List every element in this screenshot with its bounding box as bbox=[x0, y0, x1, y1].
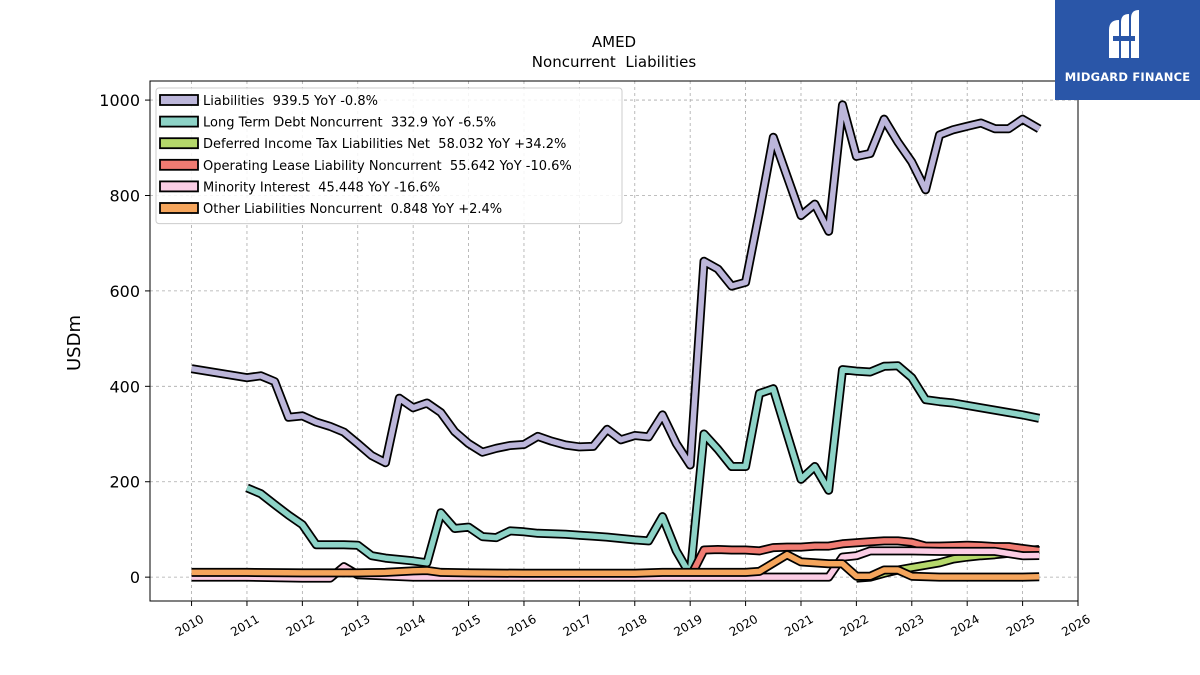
legend-entry: Operating Lease Liability Noncurrent 55.… bbox=[159, 158, 572, 174]
series-long-term-debt-noncurrent bbox=[245, 361, 1041, 580]
series-other-liabilities-noncurrent bbox=[191, 550, 1040, 582]
chart-title: AMED bbox=[592, 33, 636, 51]
x-tick-label: 2013 bbox=[339, 612, 372, 639]
y-tick-label: 400 bbox=[109, 377, 140, 396]
x-tick-label: 2025 bbox=[1004, 612, 1037, 639]
x-tick-label: 2024 bbox=[948, 612, 981, 639]
x-tick-label: 2012 bbox=[284, 612, 317, 639]
legend-entry: Deferred Income Tax Liabilities Net 58.0… bbox=[159, 137, 566, 152]
y-axis-label: USDm bbox=[64, 315, 85, 371]
y-tick-label: 0 bbox=[130, 568, 140, 587]
y-tick-label: 800 bbox=[109, 186, 140, 205]
brand-name: MIDGARD FINANCE bbox=[1064, 70, 1191, 84]
legend-entry: Long Term Debt Noncurrent 332.9 YoY -6.5… bbox=[159, 115, 496, 131]
legend-swatch bbox=[159, 137, 199, 150]
chart-subtitle: Noncurrent Liabilities bbox=[532, 53, 697, 71]
x-tick-label: 2023 bbox=[893, 612, 926, 639]
legend-frame bbox=[155, 87, 623, 225]
x-tick-label: 2018 bbox=[616, 612, 649, 639]
series-line bbox=[191, 551, 1040, 580]
series-line bbox=[687, 538, 1040, 579]
series-lines bbox=[190, 100, 1042, 583]
legend-swatch bbox=[159, 115, 199, 128]
legend-label: Minority Interest 45.448 YoY -16.6% bbox=[203, 180, 440, 195]
x-tick-label: 2019 bbox=[671, 612, 704, 639]
x-tick-label: 2021 bbox=[782, 612, 815, 639]
midgard-logo-icon bbox=[1109, 10, 1139, 58]
legend-swatch bbox=[159, 202, 199, 214]
x-tick-label: 2014 bbox=[394, 612, 427, 639]
x-tick-label: 2026 bbox=[1059, 612, 1092, 639]
legend-label: Deferred Income Tax Liabilities Net 58.0… bbox=[203, 137, 566, 152]
x-tick-label: 2017 bbox=[561, 612, 594, 639]
legend: Liabilities 939.5 YoY -0.8% Long Term Deb… bbox=[155, 87, 623, 225]
series-line bbox=[191, 102, 1041, 468]
x-tick-label: 2016 bbox=[505, 612, 538, 639]
brand-logo: MIDGARD FINANCE bbox=[1055, 0, 1200, 100]
legend-label: Operating Lease Liability Noncurrent 55.… bbox=[203, 159, 572, 174]
series-operating-lease-liability-noncurrent bbox=[686, 536, 1040, 580]
legend-label: Other Liabilities Noncurrent 0.848 YoY +… bbox=[203, 202, 502, 217]
legend-entry: Liabilities 939.5 YoY -0.8% bbox=[159, 94, 378, 109]
legend-label: Long Term Debt Noncurrent 332.9 YoY -6.5… bbox=[203, 116, 496, 131]
y-tick-label: 1000 bbox=[99, 91, 140, 110]
y-tick-label: 200 bbox=[109, 473, 140, 492]
legend-swatch bbox=[159, 158, 199, 171]
x-tick-label: 2015 bbox=[450, 612, 483, 639]
legend-swatch bbox=[159, 94, 199, 106]
x-tick-label: 2010 bbox=[173, 612, 206, 639]
x-tick-label: 2020 bbox=[727, 612, 760, 639]
legend-entry: Other Liabilities Noncurrent 0.848 YoY +… bbox=[159, 202, 502, 217]
legend-swatch bbox=[159, 180, 199, 193]
y-tick-label: 600 bbox=[109, 282, 140, 301]
series-liabilities bbox=[190, 100, 1042, 470]
x-tick-label: 2022 bbox=[838, 612, 871, 639]
plot-frame bbox=[149, 80, 1079, 602]
legend-entry: Minority Interest 45.448 YoY -16.6% bbox=[159, 180, 440, 195]
legend-label: Liabilities 939.5 YoY -0.8% bbox=[203, 94, 378, 109]
x-tick-label: 2011 bbox=[228, 612, 261, 639]
series-line bbox=[245, 363, 1040, 578]
